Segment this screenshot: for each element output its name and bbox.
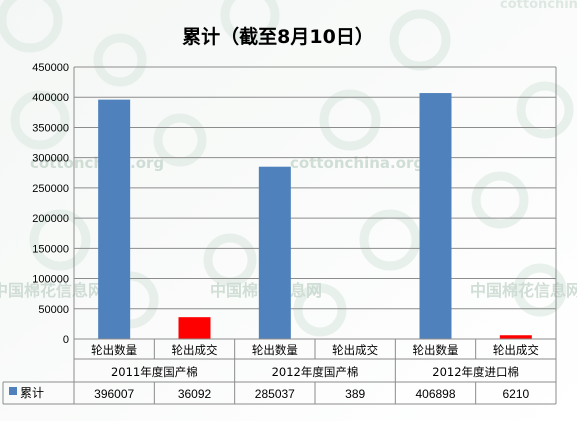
y-tick-label: 400000 [32, 92, 69, 104]
data-label: 285037 [255, 387, 295, 401]
y-tick-label: 150000 [32, 243, 69, 255]
x-tick-label: 轮出成交 [493, 343, 539, 357]
y-axis-ticks: 0 50000 100000 150000 200000 250000 300000 3500… [32, 62, 69, 346]
x-tick-label: 轮出成交 [332, 343, 378, 357]
watermark-site-right: cottonchina.org [290, 154, 424, 172]
watermark-site-left: cottonchina.org [30, 154, 164, 172]
data-label: 6210 [502, 387, 529, 401]
data-label: 406898 [415, 387, 455, 401]
bar [98, 99, 131, 339]
y-tick-label: 350000 [32, 122, 69, 134]
data-label: 389 [345, 387, 365, 401]
category-table: 轮出数量 轮出成交 轮出数量 轮出成交 轮出数量 轮出成交 2011年度国产棉 2012年度国… [2, 338, 557, 405]
bar [258, 166, 291, 339]
y-tick-label: 250000 [32, 183, 69, 195]
gridlines [73, 66, 557, 340]
bar [419, 93, 452, 339]
y-tick-label: 200000 [32, 213, 69, 225]
legend-swatch [9, 387, 17, 395]
watermark-site-top: cottonchina.org [500, 0, 577, 12]
x-tick-label: 轮出成交 [172, 343, 218, 357]
watermark-cn-left: 中国棉花信息网 [0, 281, 104, 300]
y-tick-label: 450000 [32, 62, 69, 74]
x-tick-label: 轮出数量 [252, 343, 298, 357]
y-tick-label: 300000 [32, 153, 69, 165]
x-tick-label: 轮出数量 [91, 343, 137, 357]
legend-label: 累计 [20, 386, 44, 400]
group-label: 2011年度国产棉 [111, 365, 198, 379]
watermark-cn-right: 中国棉花信息网 [470, 281, 577, 300]
y-tick-label: 50000 [38, 304, 69, 316]
group-label: 2012年度进口棉 [432, 365, 519, 379]
y-tick-label: 100000 [32, 274, 69, 286]
watermark-swirls [0, 0, 574, 337]
chart-title: 累计（截至8月10日） [182, 25, 374, 48]
bar [499, 335, 532, 339]
x-tick-label: 轮出数量 [413, 343, 459, 357]
group-label: 2012年度国产棉 [272, 365, 359, 379]
y-tick-label: 0 [63, 334, 69, 346]
bar [178, 317, 211, 339]
bars [98, 93, 532, 340]
data-label: 36092 [178, 387, 212, 401]
data-label: 396007 [94, 387, 134, 401]
